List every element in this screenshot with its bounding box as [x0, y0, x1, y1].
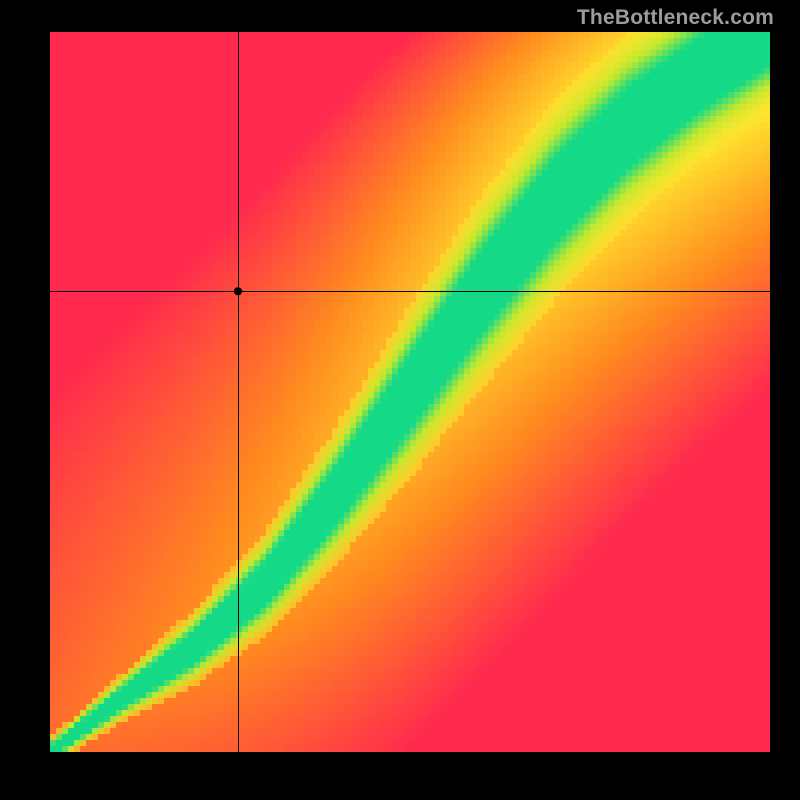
watermark-text: TheBottleneck.com: [577, 6, 774, 30]
chart-container: { "watermark": { "text": "TheBottleneck.…: [0, 0, 800, 800]
crosshair-overlay: [50, 32, 770, 752]
heatmap-plot: [50, 32, 770, 752]
